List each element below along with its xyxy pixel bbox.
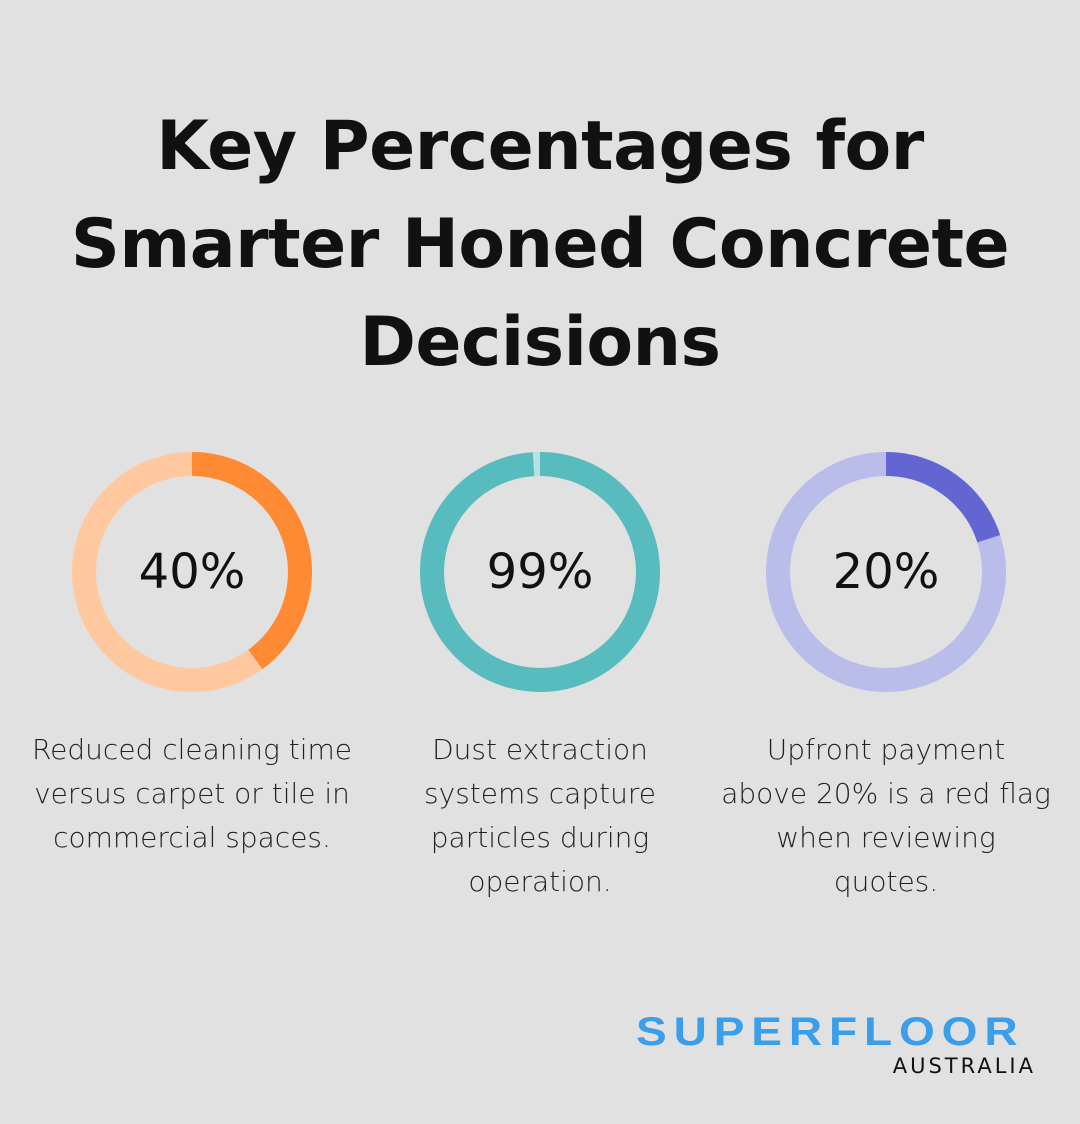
stat-item: 40% Reduced cleaning time versus carpet o…: [27, 450, 357, 860]
donut-value-arc: [766, 452, 1006, 692]
percentage-label: 99%: [486, 544, 594, 600]
logo-line2: AUSTRALIA: [892, 1054, 1036, 1078]
superfloor-logo: SUPERFLOOR AUSTRALIA: [636, 1012, 1036, 1078]
logo-line1: SUPERFLOOR: [636, 1010, 1025, 1054]
percentage-label: 40%: [138, 544, 246, 600]
donut-chart: [420, 452, 660, 692]
percentage-label: 20%: [832, 544, 940, 600]
donut-value-arc: [420, 452, 660, 692]
stat-description: Dust extraction systems capture particle…: [424, 733, 656, 898]
donut-chart: [766, 452, 1006, 692]
stat-description: Upfront payment above 20% is a red flag …: [721, 733, 1051, 898]
stat-item: 20% Upfront payment above 20% is a red fl…: [721, 450, 1051, 904]
donut-value-arc: [72, 452, 312, 692]
stat-description: Reduced cleaning time versus carpet or t…: [31, 733, 353, 854]
donut-chart: [72, 452, 312, 692]
stat-item: 99% Dust extraction systems capture parti…: [375, 450, 705, 904]
page-title: Key Percentages for Smarter Honed Concre…: [70, 107, 1010, 382]
